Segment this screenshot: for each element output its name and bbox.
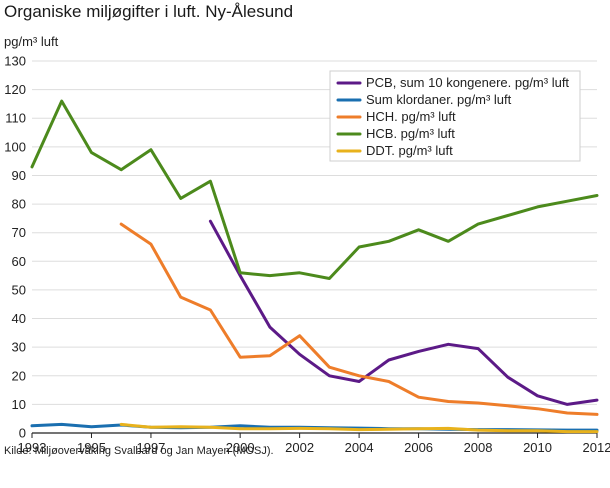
x-tick-labels: 1993 1995 1997 2000 2002 2004 2006 2008 2010 2012 <box>18 440 610 455</box>
x-tick-label: 2008 <box>464 440 493 455</box>
y-tick-label: 0 <box>19 426 26 441</box>
series-line-2 <box>119 222 599 416</box>
legend-entry: Sum klordaner. pg/m³ luft <box>366 92 512 107</box>
y-tick-label: 30 <box>12 340 26 355</box>
y-tick-label: 10 <box>12 397 26 412</box>
legend: PCB, sum 10 kongenere. pg/m³ luft Sum klo… <box>329 70 581 162</box>
x-tick-label: 1995 <box>77 440 106 455</box>
y-tick-label: 130 <box>4 54 26 69</box>
legend-entry: PCB, sum 10 kongenere. pg/m³ luft <box>366 75 569 90</box>
y-axis-label: pg/m³ luft <box>4 34 59 49</box>
series-line-4 <box>119 422 599 434</box>
y-tick-labels: 0 10 20 30 40 50 60 70 80 90 100 110 120 130 <box>4 54 26 441</box>
x-tick-label: 2004 <box>345 440 374 455</box>
y-tick-label: 100 <box>4 139 26 154</box>
legend-entry: HCB. pg/m³ luft <box>366 126 455 141</box>
y-tick-label: 70 <box>12 225 26 240</box>
legend-entry: DDT. pg/m³ luft <box>366 143 453 158</box>
x-tick-label: 2006 <box>404 440 433 455</box>
y-tick-label: 60 <box>12 254 26 269</box>
legend-box <box>329 70 581 162</box>
y-tick-label: 20 <box>12 368 26 383</box>
x-tick-label: 1993 <box>18 440 47 455</box>
x-tick-label: 2002 <box>285 440 314 455</box>
y-tick-label: 120 <box>4 82 26 97</box>
x-tick-label: 2012 <box>583 440 610 455</box>
y-tick-label: 40 <box>12 311 26 326</box>
series-lines <box>30 99 599 434</box>
x-tick-label: 2010 <box>523 440 552 455</box>
y-tick-label: 50 <box>12 282 26 297</box>
x-tick-label: 1997 <box>136 440 165 455</box>
y-tick-label: 80 <box>12 197 26 212</box>
x-tick-label: 2000 <box>226 440 255 455</box>
y-tick-label: 110 <box>5 111 26 126</box>
series-line-0 <box>208 219 599 406</box>
y-tick-label: 90 <box>12 168 26 183</box>
source-note: Kilde: Miljøovervåking Svalbard og Jan M… <box>4 445 274 457</box>
chart-title: Organiske miljøgifter i luft. Ny-Ålesund <box>4 2 294 21</box>
series-line-3 <box>30 99 599 280</box>
legend-entry: HCH. pg/m³ luft <box>366 109 456 124</box>
